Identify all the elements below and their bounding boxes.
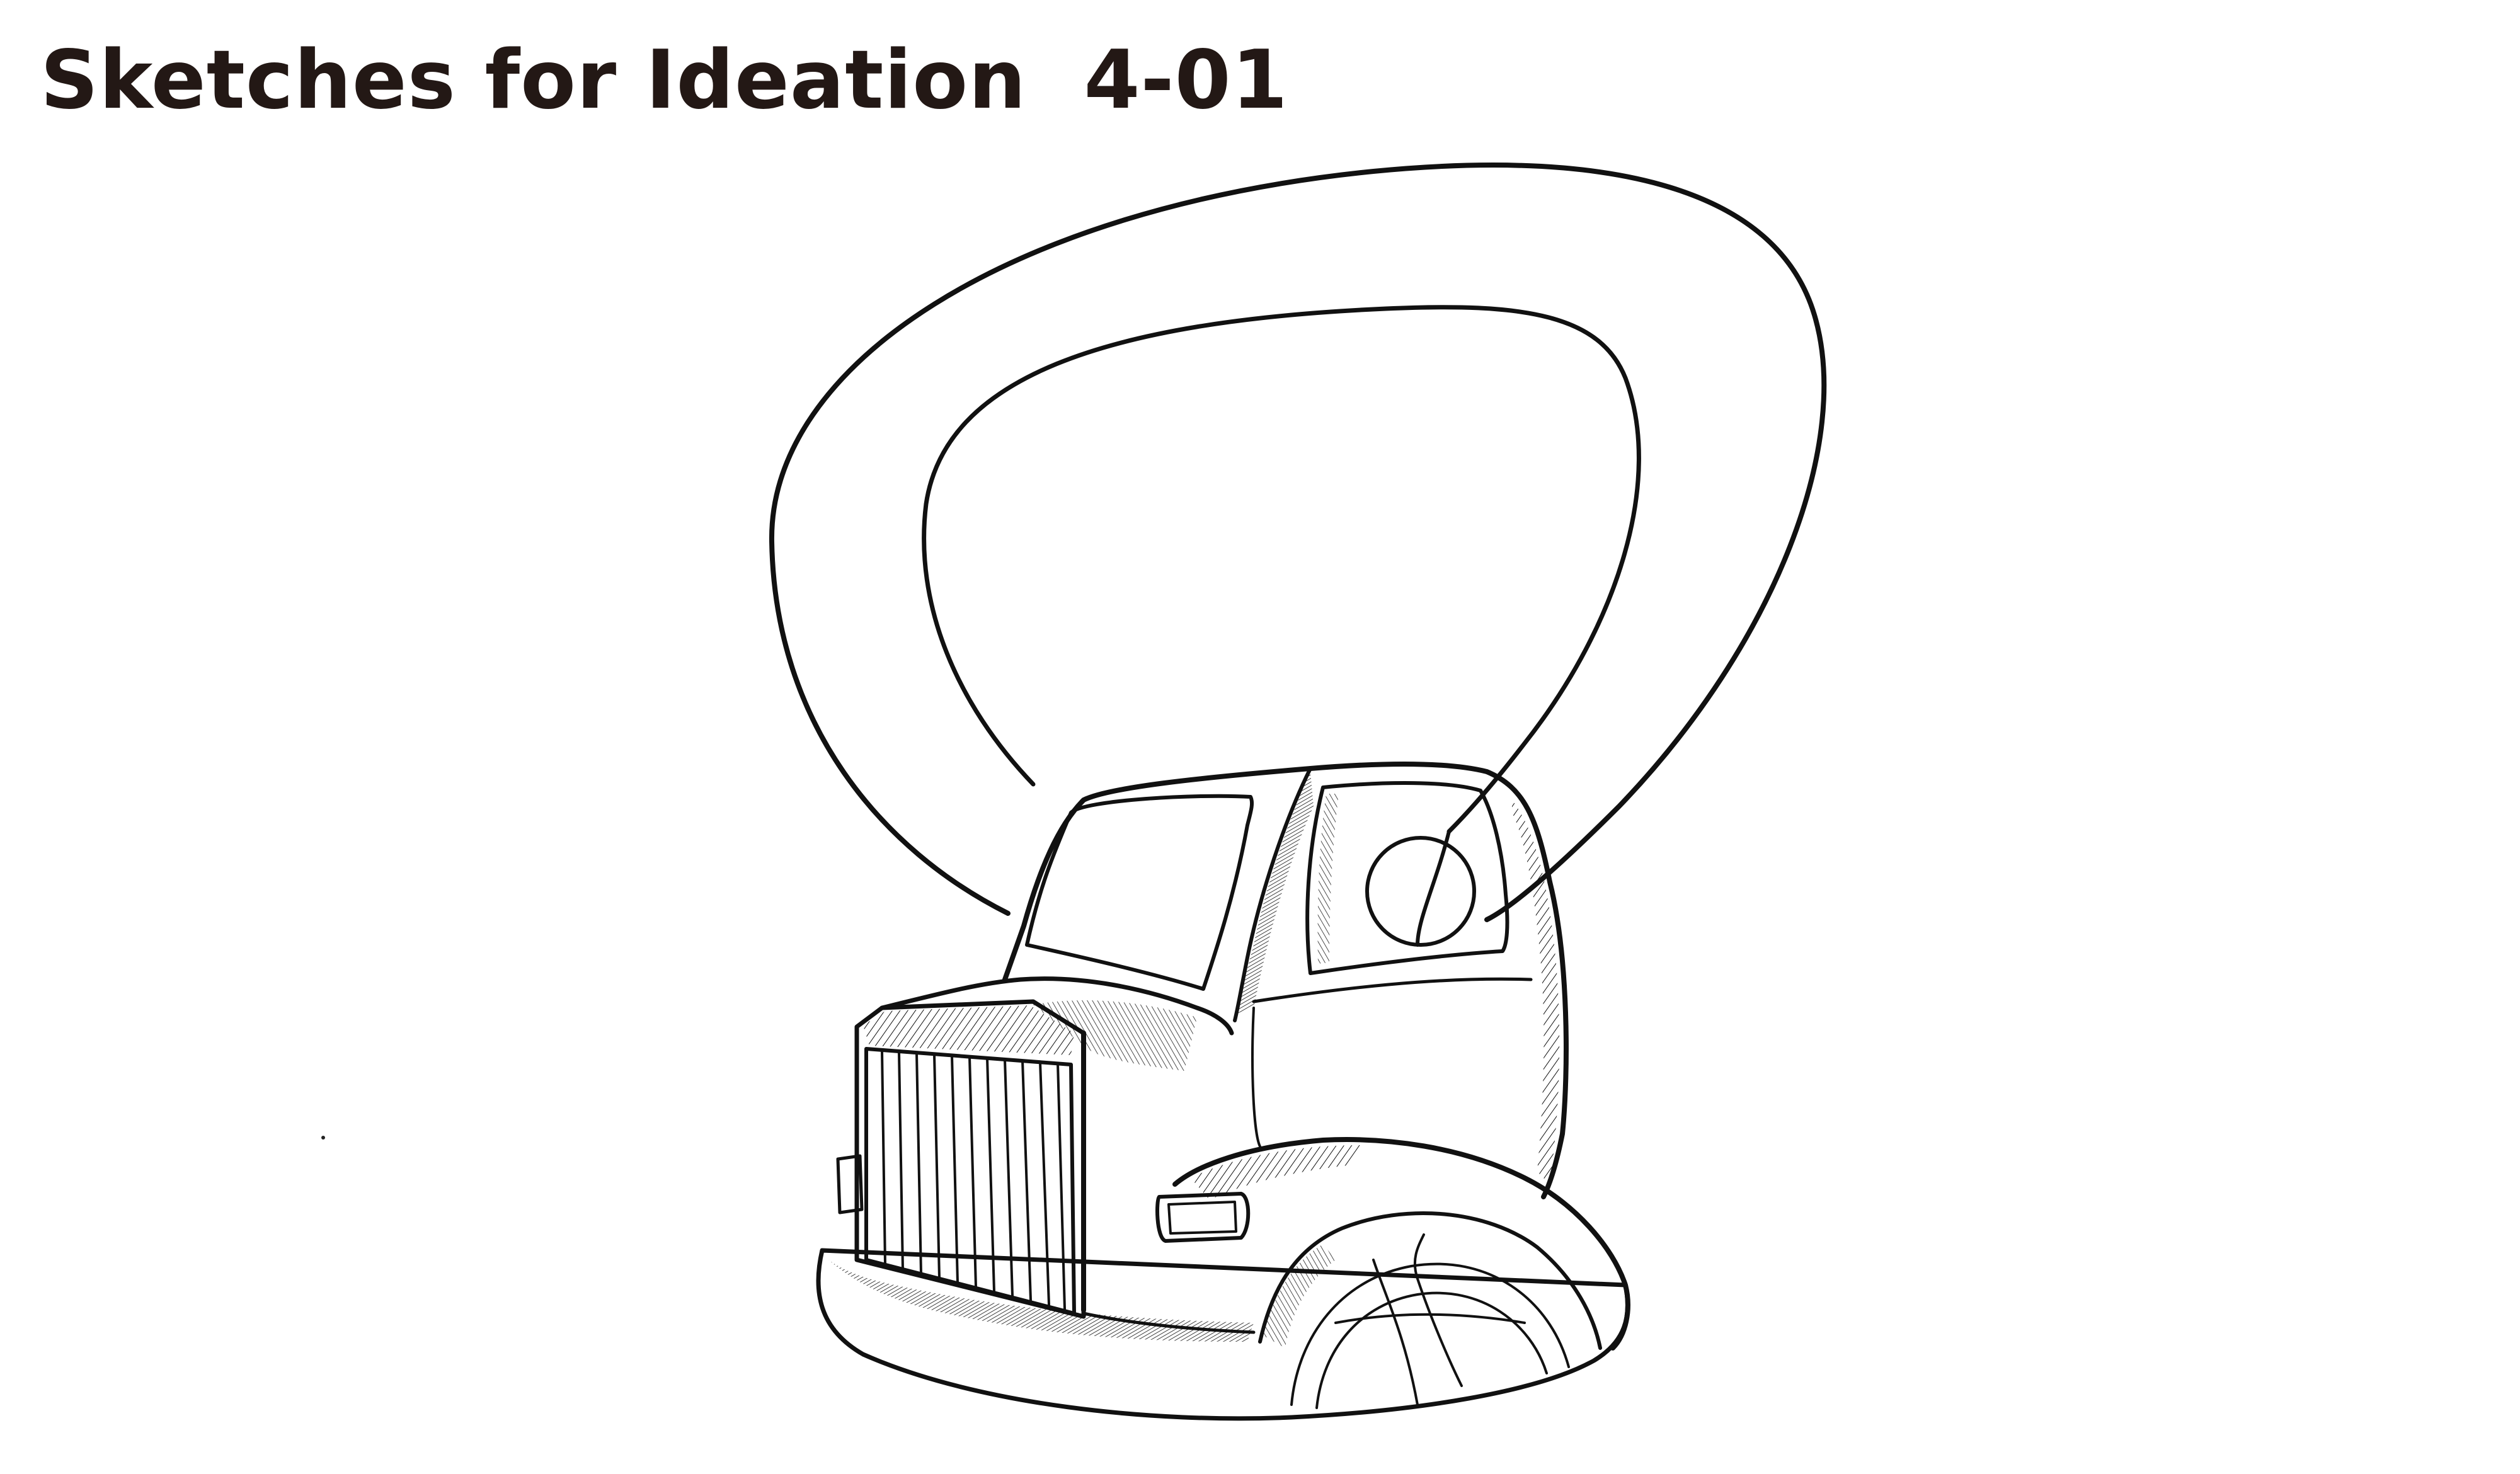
grille-bars (881, 1049, 1066, 1310)
windshield (1025, 794, 1254, 991)
page-title: Sketches for Ideation 4-01 (40, 33, 1288, 127)
fender-top-shading (1191, 1145, 1361, 1200)
side-window-shading (1317, 794, 1339, 964)
side-window (1305, 781, 1509, 975)
cab-side-shading (1512, 800, 1560, 1184)
side-mirror (1365, 836, 1476, 947)
fender-inner-shading (1263, 1244, 1336, 1348)
bumper-hatching (828, 1260, 1254, 1342)
cab-door-line (1251, 1007, 1261, 1148)
handle-inner-overlap (1416, 830, 1451, 947)
headlight-inner (1167, 1201, 1237, 1235)
handle-inner-loop (922, 305, 1641, 834)
stray-dot (321, 1136, 325, 1140)
lower-body-line (1082, 1311, 1256, 1334)
truck-hood (879, 976, 1234, 1036)
left-marker-light (836, 1154, 864, 1214)
headlight (1155, 1192, 1251, 1243)
fender-inner (1258, 1211, 1602, 1350)
handle-outer-loop (769, 163, 1827, 922)
hood-hatching (1033, 1000, 1197, 1071)
truck-front-bumper (816, 1248, 1630, 1421)
front-fender (1172, 1137, 1630, 1351)
wheel (1290, 1233, 1570, 1409)
cab-belt-line (1252, 977, 1533, 1003)
grille-top-shading (863, 1005, 1074, 1055)
a-pillar-shading (1235, 772, 1314, 1014)
grille-frame (864, 1047, 1076, 1315)
truck-cab (1002, 762, 1569, 1313)
